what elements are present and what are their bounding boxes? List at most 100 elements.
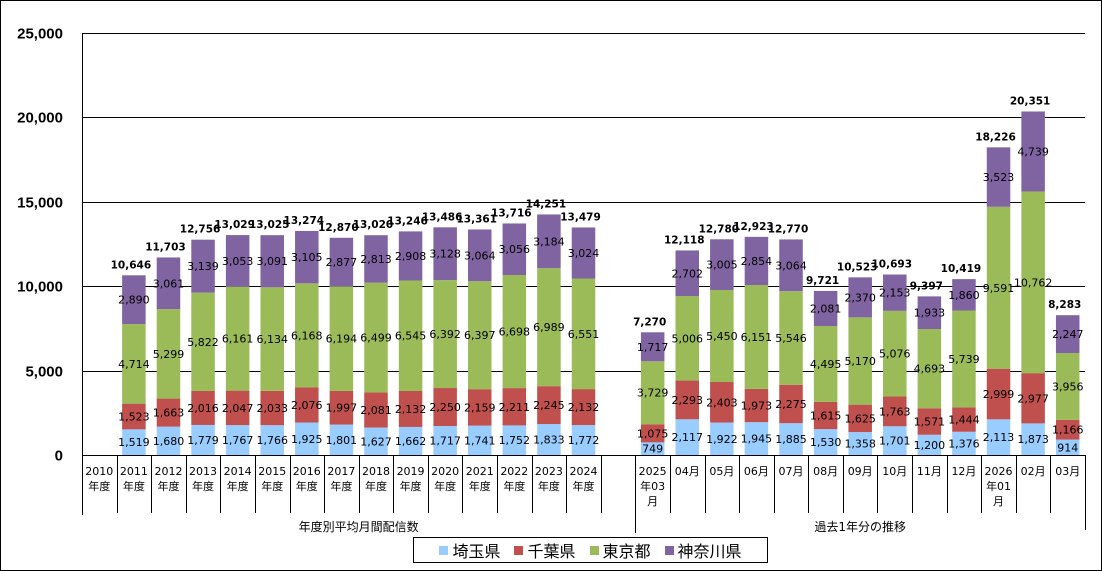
segment-label: 1,885 (775, 433, 807, 446)
bar-segment (883, 426, 907, 455)
category-label: 年度 (503, 479, 525, 493)
legend: 埼玉県 千葉県 東京都 神奈川県 (413, 537, 768, 563)
total-label: 12,756 (180, 224, 221, 236)
segment-label: 4,714 (118, 358, 150, 371)
bar-segment (952, 279, 976, 311)
segment-label: 5,170 (844, 355, 876, 368)
bar-segment (917, 296, 942, 330)
y-tick-label: 20,000 (17, 110, 63, 127)
category-label: 07月 (779, 465, 804, 478)
bar-segment (848, 404, 872, 433)
segment-label: 1,701 (879, 435, 911, 448)
category-label: 年度 (538, 479, 560, 493)
segment-label: 1,779 (187, 434, 219, 447)
bar-segment (571, 227, 596, 279)
segment-label: 1,166 (1052, 424, 1084, 437)
segment-label: 2,877 (326, 256, 358, 269)
bar-segment (986, 147, 1011, 207)
segment-label: 1,933 (914, 307, 946, 320)
category-label: 年度 (227, 479, 249, 493)
segment-label: 1,663 (153, 407, 185, 420)
bar-segment (329, 237, 354, 287)
segment-label: 2,293 (672, 394, 704, 407)
category-label: 2021 (466, 465, 494, 478)
segment-label: 1,767 (222, 434, 254, 447)
segment-label: 2,890 (118, 294, 150, 307)
segment-label: 6,151 (741, 331, 773, 344)
segment-label: 3,184 (533, 235, 565, 248)
segment-label: 10,762 (1014, 276, 1053, 289)
bar-segment (502, 388, 527, 426)
bar-segment (467, 229, 492, 282)
segment-label: 6,161 (222, 333, 254, 346)
segment-label: 3,005 (706, 259, 738, 272)
category-label: 2012 (154, 465, 182, 478)
segment-label: 3,729 (637, 387, 669, 400)
bar-segment (502, 425, 527, 455)
bar-segment (813, 326, 838, 402)
category-label: 02月 (1021, 465, 1046, 478)
category-label: 月 (647, 495, 658, 508)
segment-label: 9,591 (983, 282, 1015, 295)
segment-label: 1,571 (914, 415, 946, 428)
legend-label: 埼玉県 (452, 542, 501, 561)
group-label: 過去1年分の推移 (814, 520, 906, 534)
legend-swatch-tokyo (589, 545, 599, 555)
bar-segment (295, 283, 319, 388)
segment-label: 3,139 (187, 260, 219, 273)
category-label: 2014 (224, 465, 252, 478)
category-label: 12月 (951, 465, 976, 478)
bar-segment (295, 422, 319, 455)
legend-swatch-saitama (439, 545, 449, 555)
category-label: 年度 (400, 479, 422, 493)
bar-segment (329, 424, 354, 455)
category-label: 2020 (431, 465, 459, 478)
category-label: 10月 (882, 465, 907, 478)
bar-segment (122, 275, 146, 325)
segment-label: 1,833 (533, 434, 565, 447)
bar-segment (467, 389, 492, 426)
bar-segment (1021, 111, 1045, 192)
bar-segment (917, 408, 942, 435)
category-label: 09月 (848, 465, 873, 478)
bar-segment (779, 423, 803, 455)
segment-label: 3,053 (222, 255, 254, 268)
total-label: 20,351 (1010, 95, 1051, 107)
segment-label: 2,211 (499, 401, 531, 414)
bar-segment (710, 422, 734, 455)
segment-label: 1,519 (118, 436, 150, 449)
total-label: 12,770 (768, 223, 809, 235)
segment-label: 2,016 (187, 402, 219, 415)
bar-segment (537, 214, 561, 269)
bar-segment (571, 389, 596, 426)
segment-label: 1,662 (395, 435, 427, 448)
category-label: 05月 (709, 465, 734, 478)
bar-segment (883, 396, 907, 427)
segment-label: 1,925 (291, 433, 323, 446)
bar-segment (744, 236, 769, 286)
total-label: 7,270 (633, 316, 666, 328)
segment-label: 2,047 (222, 402, 254, 415)
legend-item-chiba: 千葉県 (514, 538, 576, 562)
bar-segment (813, 429, 838, 455)
total-label: 13,025 (249, 219, 290, 231)
bar-segment (191, 292, 215, 391)
bar-segment (813, 290, 838, 327)
bar-segment (744, 285, 769, 389)
category-label: 2013 (189, 465, 217, 478)
segment-label: 1,997 (326, 402, 358, 415)
total-label: 12,923 (733, 221, 774, 233)
segment-label: 6,499 (360, 332, 392, 345)
total-label: 12,780 (699, 223, 740, 235)
segment-label: 5,450 (706, 330, 738, 343)
segment-label: 2,999 (983, 388, 1015, 401)
bar-segment (952, 310, 976, 408)
category-label: 年度 (573, 479, 595, 493)
category-label: 年度 (469, 479, 491, 493)
total-label: 9,397 (910, 280, 943, 292)
category-label: 2016 (293, 465, 321, 478)
segment-label: 1,717 (637, 341, 669, 354)
bar-segment (537, 386, 561, 425)
segment-label: 2,033 (256, 402, 288, 415)
bar-segment (675, 380, 700, 420)
